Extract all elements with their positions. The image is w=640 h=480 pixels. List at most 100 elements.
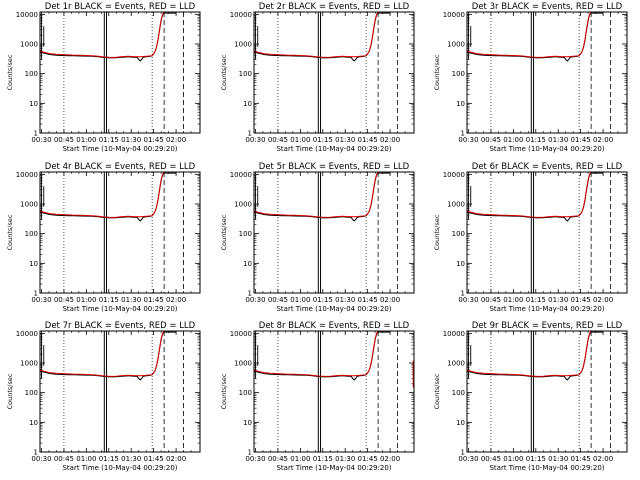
x-tick-label: 01:45	[358, 455, 378, 463]
x-tick-label: 01:45	[144, 455, 164, 463]
x-tick-label: 02:00	[166, 455, 186, 463]
plot-frame	[466, 11, 628, 134]
panel-det-8r: Det 8r BLACK = Events, RED = LLD 1 10 100 10…	[220, 321, 415, 472]
x-axis-label: Start Time (10-May-04 00:29:20)	[276, 464, 391, 472]
series-line-events	[40, 172, 177, 222]
plot-frame	[39, 11, 201, 134]
x-tick-label: 00:30	[245, 136, 265, 144]
panel-title: Det 7r BLACK = Events, RED = LLD	[45, 321, 196, 331]
x-tick-label: 01:30	[121, 455, 141, 463]
x-tick-label: 01:15	[99, 136, 119, 144]
plot-frame	[39, 171, 201, 294]
series-line-lld	[467, 172, 592, 218]
series-line-events	[254, 172, 391, 222]
plot-area	[254, 331, 414, 452]
y-tick-label: 1	[34, 449, 38, 457]
y-tick-label: 1000	[447, 201, 465, 209]
x-tick-label: 00:30	[31, 296, 51, 304]
y-tick-label: 1	[34, 290, 38, 298]
y-tick-label: 10000	[230, 330, 252, 338]
y-tick-label: 100	[25, 70, 38, 78]
series-line-lld	[40, 331, 165, 377]
y-tick-label: 1000	[447, 41, 465, 49]
series-line-events	[254, 331, 391, 381]
panel-title: Det 6r BLACK = Events, RED = LLD	[472, 162, 623, 172]
x-tick-label: 02:00	[593, 136, 613, 144]
x-tick-label: 02:00	[380, 455, 400, 463]
x-tick-label: 01:30	[548, 296, 568, 304]
plot-frame	[253, 11, 415, 134]
panel-title: Det 9r BLACK = Events, RED = LLD	[472, 321, 623, 331]
panel-title: Det 4r BLACK = Events, RED = LLD	[45, 162, 196, 172]
series-line-events	[40, 12, 177, 62]
series-line-lld	[254, 172, 379, 218]
panel-title: Det 1r BLACK = Events, RED = LLD	[45, 2, 196, 12]
y-tick-label: 1	[248, 290, 252, 298]
y-tick-label: 10	[29, 100, 38, 108]
x-axis-label: Start Time (10-May-04 00:29:20)	[62, 464, 177, 472]
y-tick-label: 10000	[443, 171, 465, 179]
x-tick-label: 01:45	[571, 136, 591, 144]
plot-frame	[39, 330, 201, 453]
y-tick-label: 100	[239, 230, 252, 238]
plot-area	[254, 172, 398, 293]
x-tick-label: 01:15	[99, 455, 119, 463]
y-tick-label: 1	[461, 130, 465, 138]
x-tick-label: 01:30	[335, 296, 355, 304]
x-tick-label: 01:30	[121, 296, 141, 304]
y-tick-label: 1000	[20, 201, 38, 209]
x-axis-label: Start Time (10-May-04 00:29:20)	[62, 145, 177, 153]
x-tick-label: 00:45	[481, 136, 501, 144]
x-tick-label: 00:45	[54, 455, 74, 463]
x-tick-label: 00:45	[54, 136, 74, 144]
y-axis-label: Counts/sec	[220, 373, 228, 409]
x-tick-label: 00:30	[458, 136, 478, 144]
panel-det-4r: Det 4r BLACK = Events, RED = LLD 1 10 100 10…	[6, 162, 201, 313]
x-tick-label: 00:45	[481, 296, 501, 304]
y-tick-label: 1000	[234, 201, 252, 209]
panel-det-9r: Det 9r BLACK = Events, RED = LLD 1 10 100 10…	[433, 321, 628, 472]
y-tick-label: 100	[239, 389, 252, 397]
y-tick-label: 1000	[447, 360, 465, 368]
y-tick-label: 1000	[234, 360, 252, 368]
x-tick-label: 01:00	[503, 296, 523, 304]
y-axis-label: Counts/sec	[433, 54, 441, 90]
y-tick-label: 100	[25, 389, 38, 397]
series-line-lld	[467, 12, 592, 58]
x-tick-label: 01:15	[526, 296, 546, 304]
x-tick-label: 01:15	[313, 455, 333, 463]
x-tick-label: 00:45	[481, 455, 501, 463]
panel-title: Det 3r BLACK = Events, RED = LLD	[472, 2, 623, 12]
x-tick-label: 00:30	[458, 296, 478, 304]
x-tick-label: 02:00	[166, 296, 186, 304]
plot-frame	[253, 330, 415, 453]
x-tick-label: 00:30	[458, 455, 478, 463]
y-tick-label: 100	[452, 70, 465, 78]
series-line-events	[254, 12, 391, 62]
x-tick-label: 01:45	[358, 136, 378, 144]
x-tick-label: 01:45	[144, 136, 164, 144]
y-axis-label: Counts/sec	[6, 373, 14, 409]
plot-area	[40, 331, 184, 452]
panel-det-7r: Det 7r BLACK = Events, RED = LLD 1 10 100 10…	[6, 321, 201, 472]
y-axis-label: Counts/sec	[433, 373, 441, 409]
y-axis-label: Counts/sec	[433, 214, 441, 250]
panel-title: Det 8r BLACK = Events, RED = LLD	[259, 321, 410, 331]
x-tick-label: 01:30	[548, 455, 568, 463]
x-tick-label: 00:30	[31, 455, 51, 463]
series-line-events	[467, 331, 604, 381]
x-tick-label: 02:00	[593, 455, 613, 463]
x-axis-label: Start Time (10-May-04 00:29:20)	[276, 305, 391, 313]
y-tick-label: 10	[243, 100, 252, 108]
y-tick-label: 10000	[230, 11, 252, 19]
x-tick-label: 01:30	[335, 136, 355, 144]
x-tick-label: 01:00	[503, 455, 523, 463]
x-axis-label: Start Time (10-May-04 00:29:20)	[489, 305, 604, 313]
y-tick-label: 1	[34, 130, 38, 138]
x-tick-label: 02:00	[380, 296, 400, 304]
y-tick-label: 100	[239, 70, 252, 78]
y-tick-label: 1	[461, 449, 465, 457]
panel-title: Det 2r BLACK = Events, RED = LLD	[259, 2, 410, 12]
y-tick-label: 1000	[234, 41, 252, 49]
